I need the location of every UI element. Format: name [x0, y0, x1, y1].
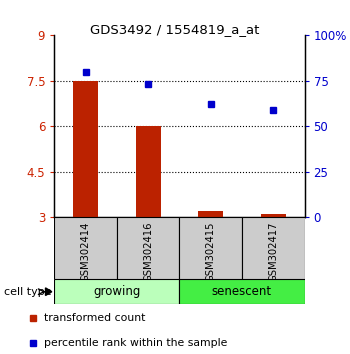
Bar: [261, 214, 286, 217]
Text: growing: growing: [93, 285, 140, 298]
Bar: [198, 211, 223, 217]
Text: GSM302414: GSM302414: [80, 222, 91, 282]
Text: transformed count: transformed count: [44, 313, 145, 323]
Text: GSM302417: GSM302417: [268, 222, 278, 282]
Text: GDS3492 / 1554819_a_at: GDS3492 / 1554819_a_at: [90, 23, 260, 36]
Text: GSM302416: GSM302416: [143, 222, 153, 282]
Bar: [179, 279, 304, 304]
Text: GSM302415: GSM302415: [206, 222, 216, 282]
Bar: [54, 279, 179, 304]
Text: cell type: cell type: [4, 287, 51, 297]
Bar: [135, 126, 161, 217]
Bar: [242, 217, 304, 279]
Bar: [54, 217, 117, 279]
Bar: [73, 81, 98, 217]
Text: senescent: senescent: [212, 285, 272, 298]
Bar: [117, 217, 179, 279]
Text: percentile rank within the sample: percentile rank within the sample: [44, 338, 227, 348]
Polygon shape: [46, 288, 52, 296]
Bar: [179, 217, 242, 279]
